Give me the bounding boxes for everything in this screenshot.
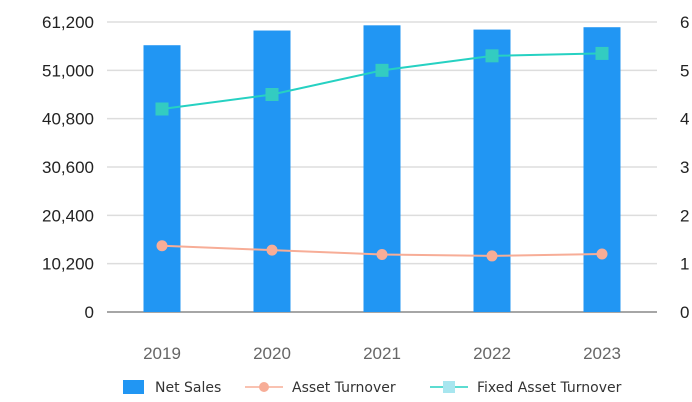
legend: Net Sales Asset Turnover Fixed Asset Turno…	[123, 380, 622, 396]
net-sales-bar	[143, 45, 181, 312]
right-tick-label: 2	[680, 206, 689, 225]
right-tick-label: 6	[680, 13, 689, 32]
asset-turnover-point	[376, 248, 388, 260]
legend-marker-fixed-asset-turnover	[443, 381, 455, 393]
right-tick-label: 0	[680, 303, 689, 322]
x-tick-label: 2022	[473, 344, 511, 363]
left-tick-label: 10,200	[42, 255, 94, 274]
asset-turnover-point	[266, 244, 278, 256]
legend-marker-asset-turnover	[259, 382, 269, 392]
net-sales-bar	[583, 27, 621, 313]
net-sales-bars	[143, 25, 621, 313]
fixed-asset-turnover-point	[595, 46, 609, 60]
left-axis-ticks: 0 10,200 20,400 30,600 40,800 51,000 61,200	[42, 13, 94, 322]
asset-turnover-point	[156, 240, 168, 252]
x-tick-label: 2023	[583, 344, 621, 363]
asset-turnover-point	[486, 250, 498, 262]
left-tick-label: 40,800	[42, 110, 94, 129]
asset-turnover-point	[596, 248, 608, 260]
right-tick-label: 3	[680, 158, 689, 177]
legend-label-net-sales: Net Sales	[155, 380, 221, 396]
legend-swatch-net-sales	[123, 380, 144, 394]
left-tick-label: 20,400	[42, 206, 94, 225]
right-tick-label: 1	[680, 255, 689, 274]
legend-label-fixed-asset-turnover: Fixed Asset Turnover	[477, 380, 622, 396]
fixed-asset-turnover-point	[265, 88, 279, 101]
legend-label-asset-turnover: Asset Turnover	[292, 380, 396, 396]
net-sales-bar	[473, 29, 511, 313]
x-tick-label: 2020	[253, 344, 291, 363]
left-tick-label: 61,200	[42, 13, 94, 32]
fixed-asset-turnover-point	[155, 102, 169, 116]
right-tick-label: 5	[680, 61, 689, 80]
fixed-asset-turnover-point	[485, 49, 499, 63]
left-tick-label: 30,600	[42, 158, 94, 177]
fixed-asset-turnover-point	[375, 63, 389, 77]
x-axis-ticks: 2019 2020 2021 2022 2023	[143, 344, 621, 363]
right-axis-ticks: 0 1 2 3 4 5 6	[680, 13, 689, 322]
left-tick-label: 51,000	[42, 61, 94, 80]
right-tick-label: 4	[680, 110, 689, 129]
left-tick-label: 0	[85, 303, 94, 322]
turnover-lines	[155, 46, 609, 262]
net-sales-bar	[253, 30, 291, 312]
x-tick-label: 2019	[143, 344, 181, 363]
x-tick-label: 2021	[363, 344, 401, 363]
